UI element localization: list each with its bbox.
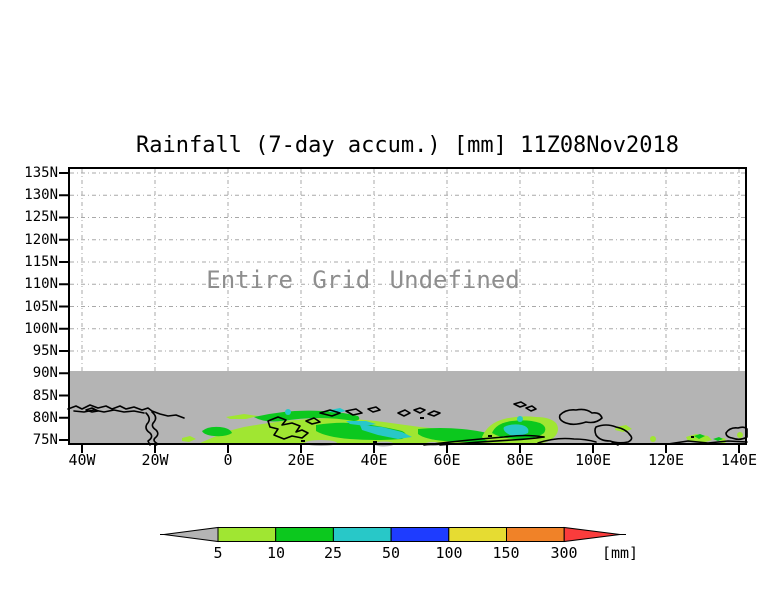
colorbar-band-50-100 — [390, 527, 450, 542]
lat-tick-label: 130N — [24, 187, 58, 203]
lat-tick-label: 105N — [24, 299, 58, 315]
lat-tick-label: 90N — [32, 365, 58, 381]
lat-tick-label: 115N — [24, 254, 58, 270]
lat-tick-label: 125N — [24, 209, 58, 225]
undefined-grid-annotation: Entire Grid Undefined — [206, 266, 520, 294]
legend-unit-label: [mm] — [601, 544, 639, 562]
lat-tick-label: 95N — [32, 343, 58, 359]
colorbar-band-100-150 — [448, 527, 507, 542]
lon-tick-label: 100E — [574, 451, 612, 469]
colorbar-band-150-300 — [506, 527, 565, 542]
legend-tick-label: 150 — [492, 544, 520, 562]
greenland-north-coast — [67, 404, 185, 419]
lat-tick-label: 120N — [24, 232, 58, 248]
lon-tick-label: 80E — [506, 451, 534, 469]
legend-tick-label: 25 — [323, 544, 343, 562]
lon-tick-label: 40W — [68, 451, 96, 469]
lon-tick-label: 20W — [141, 451, 169, 469]
colorbar-below-arrow — [163, 526, 219, 543]
lon-tick-label: 40E — [360, 451, 388, 469]
lat-tick-label: 75N — [32, 432, 58, 448]
chart-title: Rainfall (7-day accum.) [mm] 11Z08Nov201… — [135, 133, 680, 158]
legend-tick-label: 50 — [381, 544, 401, 562]
axis-ticks — [59, 172, 740, 453]
lon-tick-label: 120E — [647, 451, 685, 469]
gridlines — [70, 169, 745, 443]
colorbar-band-5-10 — [217, 527, 277, 542]
plot-area — [59, 167, 748, 453]
colorbar-band-25-50 — [332, 527, 392, 542]
coastlines — [67, 401, 748, 446]
map-strip — [67, 401, 748, 447]
lon-tick-label: 60E — [433, 451, 461, 469]
legend-tick-label: 100 — [435, 544, 463, 562]
franz-josef-land-coast — [397, 409, 411, 417]
lon-tick-label: 0 — [223, 451, 233, 469]
lat-tick-label: 100N — [24, 321, 58, 337]
lat-tick-label: 80N — [32, 410, 58, 426]
colorbar-band-10-25 — [275, 527, 334, 542]
lon-tick-label: 140E — [720, 451, 758, 469]
novaya-zemlya-coast — [423, 434, 545, 446]
legend-tick-label: 5 — [213, 544, 223, 562]
lat-tick-label: 85N — [32, 388, 58, 404]
lat-tick-label: 135N — [24, 165, 58, 181]
colorbar — [160, 526, 626, 543]
severnaya-zemlya-coast — [558, 408, 603, 426]
map-specks — [301, 417, 694, 443]
legend-tick-label: 300 — [550, 544, 578, 562]
lat-tick-label: 110N — [24, 276, 58, 292]
colorbar-above-arrow — [563, 526, 621, 543]
greenland-east-coast — [151, 411, 159, 446]
legend-tick-label: 10 — [266, 544, 286, 562]
svalbard-coast — [267, 416, 309, 440]
lon-tick-label: 20E — [287, 451, 315, 469]
